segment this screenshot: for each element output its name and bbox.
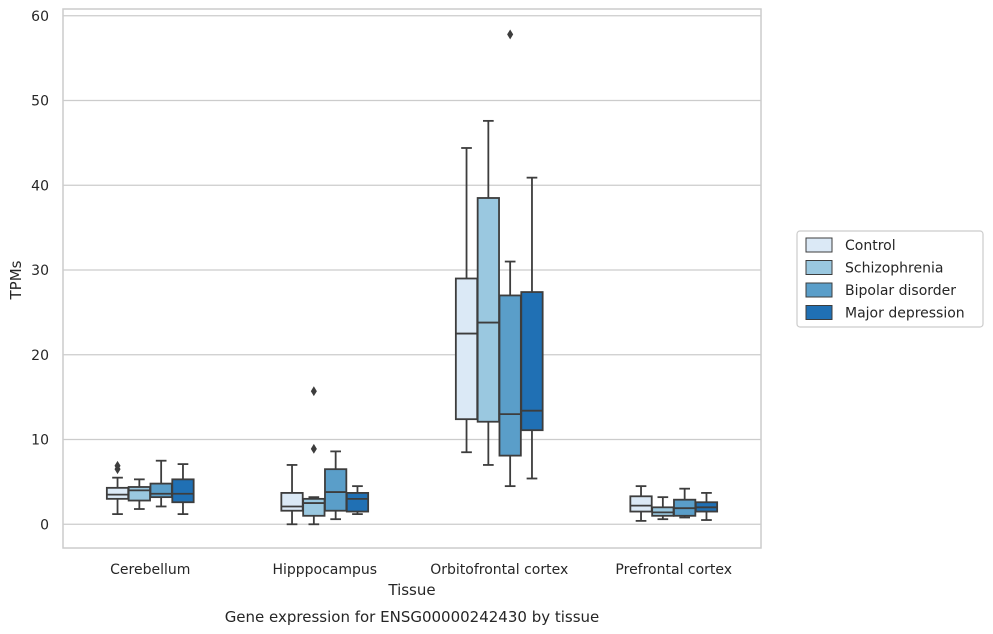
box [127,486,151,502]
y-axis-title: TPMs [7,260,25,300]
box [149,482,173,499]
box-plot-marks [105,29,719,526]
box-group [673,487,697,519]
x-tick-labels: Cerebellum Hipppocampus Orbitofrontal cort… [110,562,732,578]
x-tick-label: Orbitofrontal cortex [430,562,568,578]
x-tick-label: Prefrontal cortex [615,562,732,578]
y-tick-label: 50 [31,94,49,110]
box-group [105,460,130,516]
box-group [454,147,479,454]
box-group [171,463,195,516]
box [454,277,479,421]
y-tick-label: 40 [31,178,49,194]
legend-frame [796,230,984,328]
grid-lines [63,15,761,525]
x-tick-label: Hipppocampus [272,562,377,578]
legend-swatch [805,237,833,253]
plot-frame [62,8,762,549]
box-group [127,478,151,510]
box [476,197,500,423]
legend-label: Schizophrenia [845,261,943,277]
outlier-point [310,386,317,397]
box [280,492,304,512]
chart-caption: Gene expression for ENSG00000242430 by t… [225,608,600,626]
legend-label: Major depression [845,306,965,322]
box [302,497,326,517]
box [345,492,370,513]
box [520,291,544,432]
box-group [324,450,348,521]
box-group [629,485,653,522]
x-axis-title: Tissue [387,581,435,599]
legend: Control Schizophrenia Bipolar disorder Majo… [796,230,984,328]
box-group [694,492,719,521]
legend-swatch [805,260,833,275]
box-group [476,119,500,466]
y-tick-label: 30 [31,263,49,279]
legend-swatch [805,305,833,320]
box [324,468,348,512]
box [171,478,195,504]
legend-swatch [805,282,833,298]
box-group [651,496,675,521]
box-group [345,485,370,516]
outlier-point [507,29,514,40]
box [498,294,522,457]
y-tick-label: 10 [31,433,49,449]
y-tick-label: 20 [31,348,49,364]
box-group [520,176,544,480]
box [629,495,653,513]
legend-label: Control [845,238,896,254]
legend-label: Bipolar disorder [845,283,956,299]
box [105,486,130,500]
box-group [149,459,173,508]
box-group [302,386,326,526]
box-group [498,29,522,488]
outlier-point [310,443,317,454]
x-tick-label: Cerebellum [110,562,190,578]
box-group [280,464,304,526]
y-tick-labels: 0 10 20 30 40 50 60 [31,9,49,533]
y-tick-label: 0 [40,517,49,533]
outlier-point [114,460,121,471]
y-tick-label: 60 [31,9,49,25]
